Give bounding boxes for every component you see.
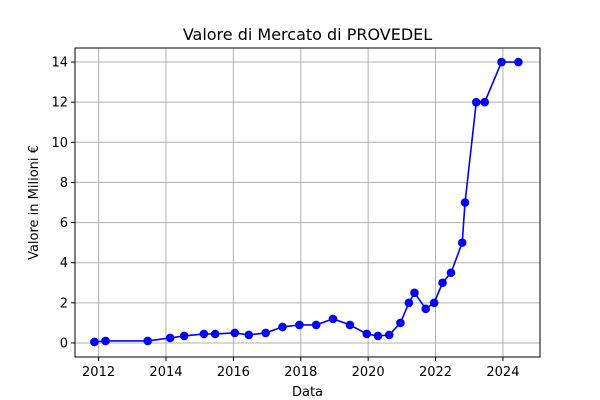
- y-tick-label: 14: [51, 56, 68, 71]
- y-tick-label: 6: [60, 216, 68, 231]
- data-point: [244, 330, 254, 340]
- data-point: [328, 314, 338, 324]
- data-point: [143, 336, 153, 346]
- x-axis-label: Data: [292, 385, 323, 400]
- data-point: [345, 320, 355, 330]
- data-point: [457, 238, 467, 247]
- data-point: [165, 333, 175, 343]
- x-tick-label: 2014: [149, 365, 182, 380]
- y-tick-label: 2: [60, 296, 68, 311]
- data-point: [311, 320, 321, 330]
- data-point: [471, 97, 481, 107]
- x-tick-label: 2024: [486, 365, 519, 380]
- data-point: [101, 336, 110, 346]
- x-tick-label: 2018: [284, 365, 317, 380]
- data-point: [90, 337, 99, 347]
- data-point: [438, 278, 447, 288]
- data-point: [480, 97, 489, 107]
- data-point: [514, 57, 523, 67]
- x-tick-label: 2022: [419, 365, 452, 380]
- data-point: [497, 57, 506, 67]
- plot-area-frame: [74, 47, 541, 358]
- y-axis-label: Valore in Milioni €: [27, 145, 42, 260]
- data-point: [396, 318, 405, 328]
- data-point: [278, 322, 287, 332]
- data-point: [199, 329, 209, 339]
- data-point: [410, 288, 419, 298]
- chart-title: Valore di Mercato di PROVEDEL: [183, 25, 432, 44]
- axis-ticks: 2012 2014 2016 2018 2020 2022 2024 0 2 4 6 8 10 12 14: [51, 56, 519, 380]
- data-point: [429, 298, 439, 308]
- grid: [75, 48, 540, 357]
- y-tick-label: 12: [51, 96, 68, 111]
- y-tick-label: 10: [51, 136, 68, 151]
- x-tick-label: 2020: [352, 365, 385, 380]
- data-point: [384, 330, 394, 340]
- data-point: [362, 329, 372, 339]
- x-tick-label: 2016: [217, 365, 250, 380]
- y-tick-label: 4: [60, 256, 68, 271]
- data-point: [404, 298, 414, 308]
- data-point: [210, 329, 220, 339]
- data-point: [446, 268, 456, 278]
- data-point: [421, 304, 431, 314]
- series-layer: [90, 57, 523, 347]
- data-point: [373, 331, 383, 341]
- data-point: [460, 198, 470, 207]
- x-tick-label: 2012: [82, 365, 115, 380]
- data-point: [261, 328, 270, 338]
- y-tick-label: 0: [60, 336, 68, 351]
- y-tick-label: 8: [60, 176, 68, 191]
- data-point: [295, 320, 304, 330]
- data-point: [179, 331, 189, 341]
- data-point: [230, 328, 240, 338]
